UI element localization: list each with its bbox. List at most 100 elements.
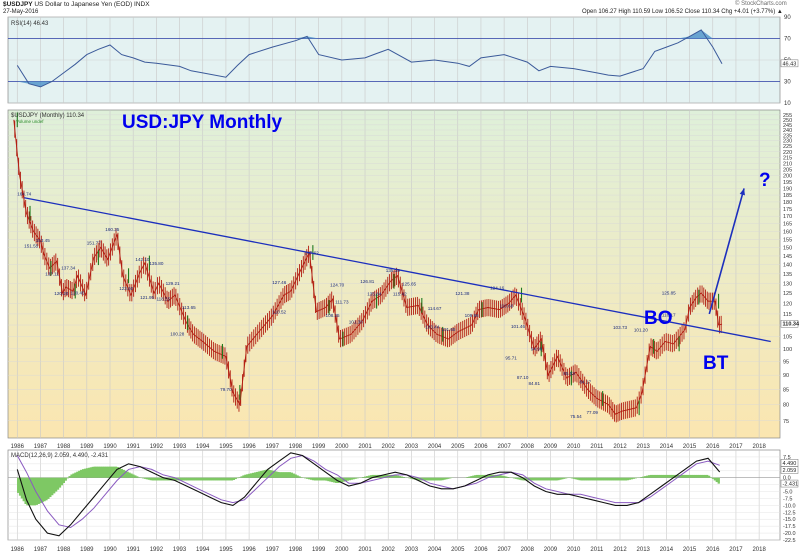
macd-histogram-bar — [132, 474, 135, 478]
price-point-label: 135.80 — [149, 261, 163, 266]
price-tick-label: 240 — [783, 128, 792, 134]
macd-histogram-bar — [95, 466, 98, 478]
macd-histogram-bar — [655, 474, 659, 478]
macd-histogram-bar — [74, 472, 77, 478]
macd-histogram-bar — [398, 476, 402, 478]
macd-histogram-bar — [541, 477, 545, 481]
macd-histogram-bar — [337, 477, 340, 483]
macd-legend: MACD(12,26,9) 2.059, 4.490, -2.431 — [11, 453, 109, 459]
macd-histogram-bar — [30, 477, 33, 506]
price-tick-label: 220 — [783, 150, 792, 156]
macd-histogram-bar — [20, 477, 24, 499]
macd-histogram-bar — [354, 477, 357, 479]
macd-histogram-bar — [190, 477, 193, 481]
macd-histogram-bar — [516, 477, 519, 480]
price-tick-label: 250 — [783, 118, 792, 124]
price-last-value-box — [780, 319, 799, 328]
macd-histogram-bar — [595, 477, 599, 481]
macd-year-label: 2007 — [497, 547, 511, 553]
macd-histogram-bar — [182, 477, 185, 481]
macd-histogram-bar — [427, 477, 431, 481]
macd-histogram-bar — [151, 477, 154, 481]
macd-histogram-bar — [580, 477, 583, 481]
macd-histogram-bar — [663, 474, 666, 478]
price-legend: $USDJPY (Monthly) 110.34 — [11, 113, 85, 119]
macd-histogram-bar — [642, 476, 645, 478]
macd-histogram-bar — [279, 472, 282, 478]
price-year-label: 2007 — [497, 444, 511, 450]
macd-year-label: 2011 — [590, 547, 604, 553]
macd-histogram-bar — [246, 474, 249, 478]
macd-histogram-bar — [51, 477, 54, 496]
price-year-label: 2005 — [451, 444, 465, 450]
price-point-label: 160.35 — [105, 227, 119, 232]
macd-line — [16, 452, 721, 537]
macd-histogram-bar — [408, 477, 411, 479]
macd-tick-label: -12.5 — [783, 510, 796, 516]
macd-histogram-bar — [431, 477, 434, 481]
macd-histogram-bar — [700, 474, 703, 478]
macd-histogram-bar — [522, 477, 525, 481]
price-tick-label: 125 — [783, 291, 792, 297]
macd-year-label: 1987 — [34, 547, 48, 553]
macd-histogram-bar — [532, 477, 535, 481]
macd-histogram-bar — [49, 477, 52, 498]
price-point-label: 103.44 — [425, 324, 439, 329]
price-year-label: 1994 — [196, 444, 210, 450]
macd-tick-label: -20.0 — [783, 531, 796, 537]
macd-histogram-bar — [590, 477, 593, 481]
macd-histogram-bar — [578, 477, 581, 481]
price-point-label: 135.15 — [386, 268, 400, 273]
macd-histogram-bar — [149, 477, 152, 481]
macd-histogram-bar — [348, 477, 351, 481]
macd-histogram-bar — [528, 477, 531, 481]
macd-year-label: 1994 — [196, 547, 210, 553]
macd-value-label: -2.431 — [783, 482, 799, 488]
price-year-label: 1996 — [242, 444, 256, 450]
macd-histogram-bar — [605, 477, 608, 481]
price-point-label: 137.11 — [45, 271, 59, 276]
macd-histogram-bar — [155, 477, 158, 481]
price-point-label: 114.67 — [428, 306, 442, 311]
macd-histogram-bar — [449, 477, 452, 479]
macd-histogram-bar — [263, 470, 266, 478]
macd-histogram-bar — [391, 474, 394, 478]
price-tick-label: 140 — [783, 263, 792, 269]
price-point-label: 109.96 — [465, 313, 479, 318]
macd-year-label: 2003 — [405, 547, 419, 553]
macd-histogram-bar — [199, 477, 203, 481]
macd-signal-line — [16, 454, 720, 529]
macd-histogram-bar — [273, 471, 276, 478]
price-tick-label: 130 — [783, 281, 792, 287]
macd-histogram-bar — [211, 477, 214, 481]
price-point-label: 142.10 — [135, 257, 149, 262]
macd-histogram-bar — [704, 474, 707, 478]
macd-histogram-bar — [472, 475, 475, 478]
macd-histogram-bar — [172, 477, 176, 481]
macd-histogram-bar — [209, 477, 212, 481]
macd-histogram-bar — [194, 477, 197, 481]
price-year-label: 2003 — [405, 444, 419, 450]
macd-histogram-bar — [599, 477, 603, 481]
macd-histogram-bar — [83, 468, 87, 478]
price-point-label: 125.65 — [402, 282, 416, 287]
price-point-label: 77.09 — [586, 410, 598, 415]
macd-histogram-bar — [481, 474, 485, 478]
price-tick-label: 230 — [783, 139, 792, 145]
macd-histogram-bar — [304, 477, 307, 479]
macd-histogram-bar — [684, 474, 688, 478]
price-tick-label: 210 — [783, 161, 792, 167]
macd-histogram-bar — [367, 475, 371, 478]
macd-histogram-bar — [250, 473, 253, 478]
price-legend-sub: Volume undef — [16, 119, 44, 124]
price-year-label: 2014 — [660, 444, 674, 450]
macd-histogram-bar — [574, 477, 577, 480]
macd-histogram-bar — [280, 472, 284, 478]
macd-histogram-bar — [379, 474, 382, 478]
price-tick-label: 175 — [783, 207, 792, 213]
macd-tick-label: 0.0 — [783, 476, 791, 482]
macd-histogram-bar — [385, 474, 388, 478]
chart-symbol: $USDJPY US Dollar to Japanese Yen (EOD) … — [3, 1, 150, 8]
macd-year-label: 1991 — [127, 547, 141, 553]
macd-histogram-bar — [607, 477, 610, 481]
